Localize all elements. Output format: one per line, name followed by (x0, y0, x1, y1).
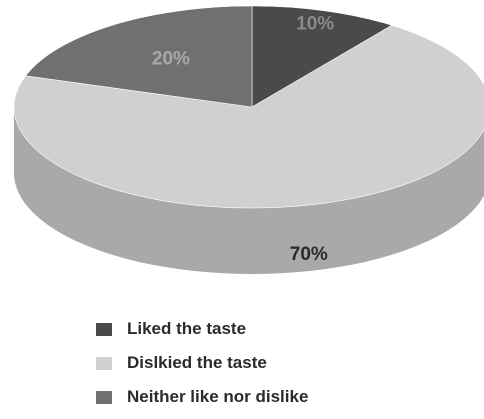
legend: Liked the taste Dislkied the taste Neither… (96, 312, 308, 414)
pie-tops (13, 5, 484, 209)
legend-label: Neither like nor dislike (127, 387, 309, 406)
legend-item: Neither like nor dislike (96, 380, 308, 414)
legend-swatch (96, 322, 112, 336)
legend-swatch (96, 356, 112, 370)
legend-item: Dislkied the taste (96, 346, 308, 380)
data-label-3: 20% (152, 49, 190, 70)
pie-slice-1 (251, 5, 393, 108)
pie-slice-3 (25, 5, 253, 108)
pie-labels: 10% 70% 20% (152, 13, 334, 265)
legend-item: Liked the taste (96, 312, 308, 346)
pie-slice-2 (13, 24, 484, 209)
data-label-1: 10% (296, 13, 334, 34)
pie-chart: 10% 70% 20% (13, 5, 484, 274)
legend-label: Liked the taste (127, 319, 247, 338)
pie-side-2 (14, 107, 484, 274)
legend-swatch (96, 390, 112, 404)
legend-label: Dislkied the taste (127, 353, 267, 372)
data-label-2: 70% (290, 244, 328, 265)
pie-sides (14, 107, 484, 274)
